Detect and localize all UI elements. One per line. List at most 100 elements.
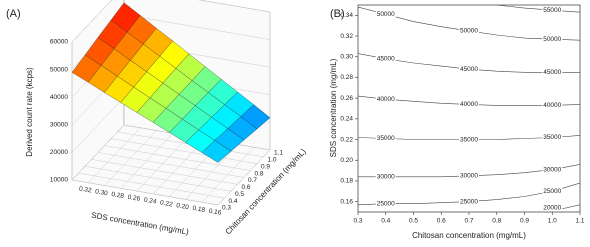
y-tick-label: 0.26 — [340, 95, 353, 102]
contour-label: 25000 — [543, 188, 561, 195]
label-background — [542, 204, 563, 212]
z-tick-label: 40000 — [50, 94, 68, 101]
grid-line — [97, 152, 245, 178]
label-background — [542, 133, 563, 141]
label-background — [459, 172, 479, 180]
y-tick-label: 0.3 — [222, 205, 231, 212]
x-tick-label: 0.16 — [208, 208, 222, 217]
y-tick-label: 0.16 — [340, 198, 353, 205]
label-background — [542, 68, 563, 76]
label-background — [375, 200, 396, 208]
x-tick-label: 0.32 — [78, 185, 92, 194]
label-background — [459, 100, 479, 108]
y-tick-label: 0.7 — [248, 177, 257, 184]
y-tick-label: 0.28 — [340, 74, 353, 81]
contour-label: 50000 — [460, 28, 478, 35]
grid-line — [84, 166, 232, 192]
label-background — [542, 166, 563, 174]
label-background — [459, 136, 479, 144]
x-tick-label: 0.3 — [353, 218, 362, 225]
label-background — [542, 187, 563, 195]
y-tick-label: 0.6 — [242, 184, 251, 191]
contour-label: 50000 — [377, 11, 395, 18]
contour-label: 50000 — [543, 36, 561, 43]
grid-line — [71, 179, 219, 206]
contour-label: 55000 — [543, 7, 561, 14]
x-tick-label: 0.28 — [111, 191, 125, 200]
y-tick-label: 0.22 — [340, 136, 353, 143]
z-tick-label: 20000 — [50, 149, 68, 156]
contour-label: 25000 — [377, 200, 395, 207]
y-tick-label: 0.9 — [261, 163, 270, 170]
x-tick-label: 0.5 — [409, 218, 418, 225]
label-background — [542, 6, 563, 14]
contour-label: 40000 — [377, 96, 395, 103]
contour-label: 35000 — [460, 136, 478, 143]
contour-label: 30000 — [377, 174, 395, 181]
label-background — [459, 65, 479, 73]
z-tick-label: 30000 — [50, 122, 68, 129]
x-tick-label: 0.6 — [437, 218, 446, 225]
x-axis-label: Chitosan concentration (mg/mL) — [412, 231, 526, 240]
x-tick-label: 0.18 — [192, 205, 206, 214]
x-tick-label: 0.24 — [143, 197, 157, 206]
x-tick-label: 0.7 — [464, 218, 473, 225]
grid-line — [104, 145, 251, 171]
panel-label: (A) — [6, 8, 21, 20]
grid-line — [91, 159, 238, 185]
z-axis-label: Derived count rate (kcps) — [25, 67, 34, 157]
x-tick-label: 0.30 — [95, 188, 109, 197]
y-tick-label: 0.18 — [340, 178, 353, 185]
label-background — [542, 35, 563, 43]
grid-line — [71, 0, 271, 43]
contour-label: 30000 — [460, 172, 478, 179]
grid-line — [78, 172, 225, 199]
y-tick-label: 0.20 — [340, 157, 353, 164]
label-background — [375, 55, 396, 63]
y-axis-label: SDS concentration (mg/mL) — [329, 58, 338, 157]
contour-label: 45000 — [377, 56, 395, 63]
z-tick-label: 10000 — [50, 177, 68, 184]
y-tick-label: 0.34 — [340, 12, 353, 19]
x-axis-label: SDS concentration (mg/mL) — [91, 211, 190, 237]
grid-line — [110, 138, 258, 164]
z-tick-label: 50000 — [50, 66, 68, 73]
x-tick-label: 0.9 — [520, 218, 529, 225]
x-tick-label: 0.8 — [492, 218, 501, 225]
z-tick-label: 60000 — [50, 39, 68, 46]
contour-label: 30000 — [543, 166, 561, 173]
y-tick-label: 0.8 — [255, 170, 264, 177]
contour-label: 40000 — [543, 102, 561, 109]
contour-label: 20000 — [543, 205, 561, 212]
y-tick-label: 0.4 — [229, 198, 238, 205]
label-background — [375, 135, 396, 143]
x-tick-label: 1.1 — [575, 218, 584, 225]
label-background — [375, 10, 396, 18]
contour-label: 45000 — [460, 66, 478, 73]
y-tick-label: 0.24 — [340, 116, 353, 123]
label-background — [459, 198, 479, 206]
label-background — [542, 101, 563, 109]
panel-label: (B) — [330, 8, 345, 20]
contour-label: 45000 — [543, 69, 561, 76]
y-tick-label: 0.30 — [340, 53, 353, 60]
surface-cell — [201, 140, 232, 163]
contour-label: 25000 — [460, 198, 478, 205]
y-tick-label: 1.1 — [274, 150, 283, 157]
y-tick-label: 0.32 — [340, 33, 353, 40]
x-tick-label: 0.20 — [176, 202, 190, 211]
x-tick-label: 0.4 — [381, 218, 390, 225]
label-background — [459, 27, 479, 35]
contour-label: 35000 — [377, 135, 395, 142]
y-tick-label: 0.5 — [235, 191, 244, 198]
contour-label: 40000 — [460, 101, 478, 108]
x-tick-label: 0.26 — [127, 194, 141, 203]
label-background — [375, 95, 396, 103]
contour-line — [496, 5, 580, 13]
contour-label: 35000 — [543, 134, 561, 141]
x-tick-label: 1.0 — [548, 218, 557, 225]
label-background — [375, 173, 396, 181]
x-tick-label: 0.22 — [159, 199, 173, 208]
y-tick-label: 1.0 — [268, 157, 277, 164]
